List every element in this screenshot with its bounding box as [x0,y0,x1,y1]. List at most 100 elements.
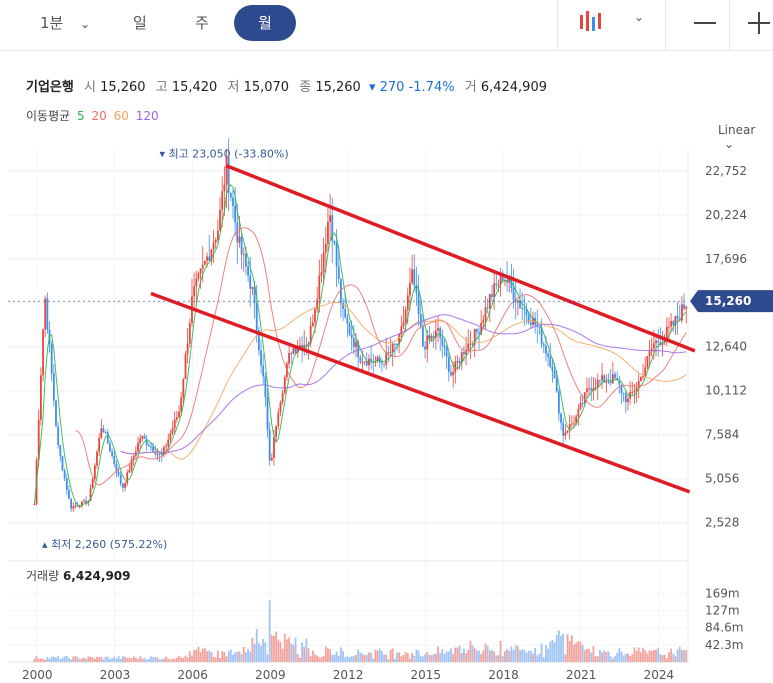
candle-body [652,343,655,349]
candle-body [609,381,612,384]
volume-label: 거 [464,80,477,95]
interval-minute-selector[interactable]: 1분 ⌄ [40,12,90,33]
candle-body [74,505,77,507]
volume-bar [583,650,586,662]
candle-body [158,453,161,455]
candle-body [80,501,83,506]
volume-bar [348,657,351,662]
candle-body [501,273,504,281]
volume-bar [70,659,73,662]
ma60-line [120,301,687,460]
candle-body [253,286,256,304]
tab-day[interactable]: 일 [133,14,147,32]
candle-body [499,273,502,285]
volume-bar [538,653,541,662]
candle-body [681,304,683,321]
candle-body [601,375,603,381]
candle-body [672,321,675,325]
candle-body [238,236,241,243]
candle-body [355,341,357,348]
x-tick-label: 2000 [22,668,53,682]
volume-bar [134,657,137,662]
moving-average-legend[interactable]: 이동평균 5 20 60 120 [26,107,159,124]
volume-bar [102,659,105,662]
tab-week[interactable]: 주 [195,14,209,32]
candle-body [560,413,562,423]
volume-bar [251,637,254,662]
candle-body [89,488,92,501]
volume-bar [419,655,422,662]
volume-bar [201,648,204,662]
scale-selector[interactable]: Linear ⌄ [718,123,773,151]
candle-body [527,315,530,323]
candle-body [538,326,541,328]
candle-body [240,236,243,255]
candle-body [324,243,327,253]
candle-body [37,419,40,460]
candle-body [460,352,463,364]
tab-month[interactable]: 월 [234,5,296,41]
chart-toolbar: 1분 ⌄ 일 주 월 ⌄ [0,0,773,51]
volume-bar [424,654,426,662]
volume-bar [122,656,124,662]
volume-bar [579,641,582,662]
candle-body [445,347,448,357]
candle-body [208,256,211,261]
candle-body [553,371,556,379]
volume-bar [296,653,299,662]
candle-body [428,335,431,340]
volume-bar [309,656,312,662]
candles [33,138,688,513]
candle-body [109,443,111,452]
volume-bar [620,651,623,662]
volume-bar [387,659,390,662]
volume-bar [178,656,180,662]
volume-bar [406,653,409,662]
volume-bar [575,642,578,662]
volume-bar [55,657,57,662]
candle-body [268,429,271,461]
volume-bar [337,656,340,662]
close-value: 15,260 [315,80,361,95]
volume-bar [221,651,224,662]
volume-bar [89,656,92,662]
candle-body [495,283,498,285]
volume-bar [430,655,433,662]
candle-body [333,240,336,244]
price-tick-label: 5,056 [705,472,739,486]
candle-body [432,335,435,338]
ma-label: 이동평균 [26,109,71,123]
candle-body [143,435,146,439]
volume-bar [83,657,85,662]
volume-bar [473,648,476,662]
candle-body [512,287,515,300]
chart-type-selector[interactable]: ⌄ [578,8,648,38]
volume-bar [216,650,219,662]
volume-tick-label: 42.3m [705,638,743,652]
volume-bar [681,649,683,662]
volume-bar [422,656,424,662]
candle-body [178,411,180,418]
volume-bar [629,656,632,662]
volume-bar [622,655,625,662]
volume-bar [365,654,368,662]
candle-body [620,384,623,394]
ma20-line [75,227,687,486]
volume-bar [516,645,519,662]
candle-body [642,376,644,378]
volume-bar [603,650,606,662]
candle-body [130,459,133,471]
candle-body [437,328,439,331]
volume-bar [471,645,474,662]
volume-bar [445,651,448,662]
zoom-out-button[interactable] [694,22,716,24]
candle-body [277,412,280,427]
volume-bar [268,600,271,662]
volume-bar [165,656,167,662]
volume-bar [316,655,319,662]
price-tick-label: 10,112 [705,384,747,398]
volume-bar [527,650,530,662]
candle-body [424,346,426,350]
candle-body [393,343,396,345]
